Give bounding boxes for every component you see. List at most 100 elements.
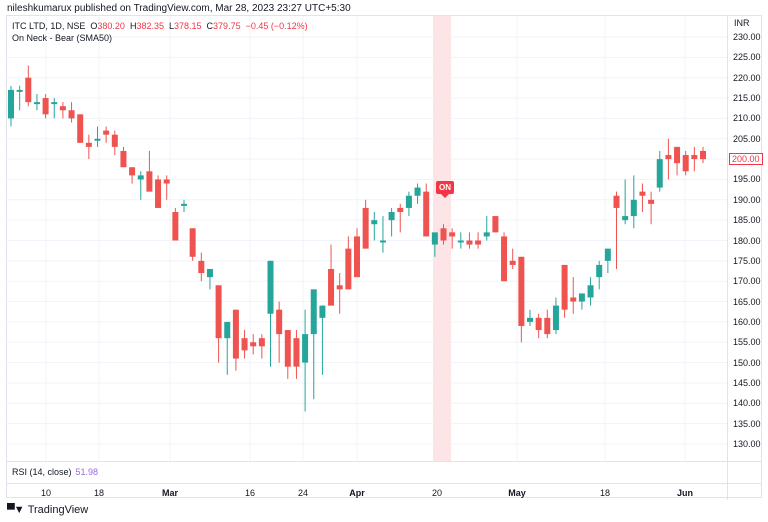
candle[interactable] (224, 321, 231, 375)
candle[interactable] (120, 146, 127, 168)
price-label: 185.00 (733, 215, 761, 226)
current-price-label: 200.00 (729, 153, 763, 166)
candle[interactable] (440, 224, 447, 245)
candle[interactable] (475, 232, 482, 249)
candle[interactable] (604, 248, 611, 274)
candle[interactable] (648, 191, 655, 225)
candle[interactable] (622, 179, 629, 225)
candle[interactable] (155, 175, 162, 208)
candle[interactable] (552, 297, 559, 335)
candle[interactable] (51, 98, 58, 119)
candle[interactable] (431, 232, 438, 257)
candle[interactable] (682, 150, 689, 176)
candle[interactable] (241, 330, 248, 359)
candle[interactable] (613, 191, 620, 269)
candle[interactable] (630, 175, 637, 229)
candle[interactable] (466, 232, 473, 249)
candle[interactable] (33, 93, 40, 111)
candle[interactable] (94, 126, 101, 147)
candle[interactable] (319, 305, 326, 375)
candle[interactable] (8, 85, 14, 127)
candle[interactable] (700, 146, 706, 164)
candle[interactable] (379, 216, 386, 253)
candle[interactable] (570, 277, 577, 314)
candle[interactable] (345, 236, 352, 290)
candle[interactable] (656, 150, 663, 192)
candle[interactable] (172, 207, 179, 241)
candle[interactable] (397, 203, 404, 233)
candle[interactable] (501, 232, 508, 282)
candle[interactable] (423, 183, 430, 237)
time-label: Apr (349, 488, 365, 498)
candle[interactable] (293, 330, 300, 379)
candle[interactable] (328, 244, 335, 306)
candle[interactable] (405, 191, 412, 217)
candle[interactable] (163, 175, 170, 200)
candlestick-chart[interactable] (7, 16, 727, 461)
candle[interactable] (561, 264, 568, 318)
candle[interactable] (691, 146, 698, 172)
candle[interactable] (103, 126, 110, 143)
candle[interactable] (674, 146, 681, 176)
candle[interactable] (535, 313, 542, 339)
candle[interactable] (206, 268, 213, 290)
candle[interactable] (302, 309, 309, 412)
candle[interactable] (16, 85, 23, 111)
candle[interactable] (198, 252, 205, 282)
price-label: 160.00 (733, 316, 761, 327)
time-scale[interactable]: 10 18 Mar 16 24 Apr 20 May 18 Jun (7, 483, 727, 500)
candle[interactable] (639, 183, 646, 213)
candle[interactable] (483, 216, 490, 241)
tradingview-logo[interactable]: ▀▼ TradingView (7, 504, 89, 516)
candle[interactable] (129, 167, 136, 184)
candle[interactable] (85, 134, 92, 160)
candle[interactable] (181, 199, 187, 213)
candle[interactable] (544, 309, 551, 339)
candle[interactable] (527, 309, 533, 326)
candle[interactable] (25, 65, 32, 107)
on-neck-marker[interactable]: ON (436, 181, 454, 198)
candle[interactable] (371, 212, 378, 241)
candle[interactable] (336, 273, 343, 314)
candle[interactable] (42, 93, 49, 119)
rsi-pane[interactable]: RSI (14, close) 51.98 (7, 461, 727, 484)
candle[interactable] (267, 260, 274, 367)
candle[interactable] (59, 102, 66, 119)
candle[interactable] (449, 228, 456, 249)
candle[interactable] (388, 207, 395, 237)
candle[interactable] (77, 114, 84, 143)
candle[interactable] (258, 334, 265, 359)
candle[interactable] (354, 228, 360, 278)
price-scale[interactable]: INR 230.00 225.00 220.00 215.00 210.00 205.00… (727, 16, 763, 461)
indicator-label[interactable]: On Neck - Bear (SMA50) (12, 33, 113, 43)
candle[interactable] (111, 130, 118, 156)
candle[interactable] (492, 216, 499, 233)
price-chart-pane[interactable]: ITC LTD, 1D, NSE O380.20 H382.35 L378.15… (7, 16, 727, 461)
candle[interactable] (596, 260, 603, 290)
candle[interactable] (518, 256, 525, 343)
time-label: 10 (40, 488, 52, 498)
candle[interactable] (146, 150, 153, 192)
time-label: Mar (161, 488, 179, 498)
candle[interactable] (232, 309, 239, 371)
candle[interactable] (362, 199, 369, 249)
candle[interactable] (310, 289, 317, 400)
candle[interactable] (189, 228, 196, 261)
price-label: 190.00 (733, 194, 761, 205)
candle[interactable] (68, 102, 75, 123)
publisher-caption: nileshkumarux published on TradingView.c… (7, 3, 351, 14)
time-label: 20 (431, 488, 443, 498)
candle[interactable] (276, 301, 283, 363)
candle[interactable] (284, 330, 291, 379)
change-value: −0.45 (−0.12%) (245, 21, 308, 31)
symbol-label[interactable]: ITC LTD, 1D, NSE (12, 21, 86, 31)
candle[interactable] (250, 334, 257, 355)
candle[interactable] (665, 138, 672, 180)
candle[interactable] (215, 285, 222, 363)
candle[interactable] (457, 232, 464, 249)
candle[interactable] (414, 183, 421, 204)
candle[interactable] (509, 248, 516, 269)
candle[interactable] (587, 277, 594, 306)
candle[interactable] (578, 293, 585, 310)
candle[interactable] (137, 171, 144, 200)
